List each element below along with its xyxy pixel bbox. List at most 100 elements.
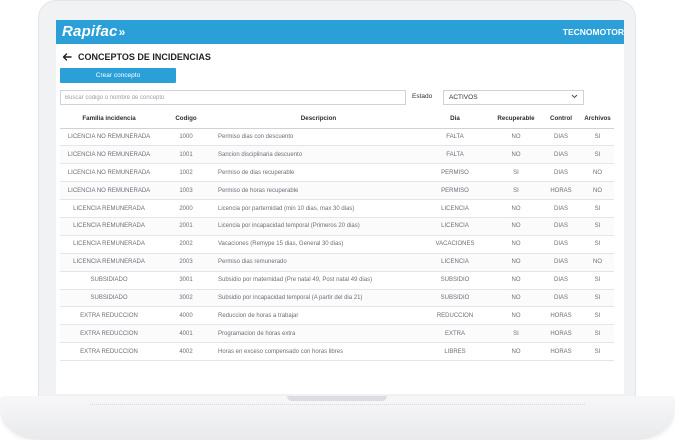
cell-control: DIAS [541,253,581,272]
page-title: CONCEPTOS DE INCIDENCIAS [78,52,211,62]
cell-archivos: NO [581,181,614,201]
table-row[interactable]: EXTRA REDUCCION 4000 Reduccion de horas a … [60,306,614,326]
cell-recuperable: SI [491,163,541,183]
cell-dia: SUBSIDIO [419,289,491,308]
table-row[interactable]: EXTRA REDUCCION 4001 Programacion de horas… [60,324,614,344]
col-header-archivos[interactable]: Archivos [581,110,614,129]
incidencias-table: Familia incidencia Codigo Descripcion Di… [60,110,614,362]
laptop-notch [287,396,387,401]
cell-descripcion: Licencia por parternidad (min 10 dias, m… [214,199,419,218]
cell-archivos: SI [581,128,614,147]
cell-control: DIAS [541,163,581,183]
cell-recuperable: NO [491,128,541,147]
cell-descripcion: Programacion de horas extra [214,324,419,344]
search-input[interactable] [60,90,406,105]
cell-familia: EXTRA REDUCCION [60,306,158,326]
cell-recuperable: NO [491,145,541,165]
cell-dia: FALTA [419,145,491,165]
brand-logo[interactable]: Rapifac» [62,23,125,41]
table-row[interactable]: LICENCIA NO REMUNERADA 1003 Permiso de hor… [60,181,614,201]
cell-codigo: 2001 [158,217,214,236]
cell-dia: EXTRA [419,324,491,344]
cell-archivos: NO [581,163,614,183]
cell-dia: VACACIONES [419,235,491,254]
cell-recuperable: NO [491,306,541,326]
cell-control: DIAS [541,235,581,254]
col-header-familia[interactable]: Familia incidencia [60,110,158,129]
laptop-keyboard [90,404,585,410]
cell-control: HORAS [541,306,581,326]
cell-familia: LICENCIA NO REMUNERADA [60,163,158,183]
cell-control: DIAS [541,145,581,165]
cell-familia: SUBSIDIADO [60,289,158,308]
cell-archivos: SI [581,289,614,308]
cell-control: HORAS [541,342,581,362]
col-header-codigo[interactable]: Codigo [158,110,214,129]
cell-codigo: 2000 [158,199,214,218]
table-row[interactable]: LICENCIA REMUNERADA 2001 Licencia por inca… [60,217,614,236]
cell-control: HORAS [541,181,581,201]
company-name[interactable]: TECNOMOTOR [562,27,624,37]
table-row[interactable]: LICENCIA NO REMUNERADA 1001 Sancion discip… [60,145,614,165]
cell-recuperable: NO [491,217,541,236]
col-header-control[interactable]: Control [541,110,581,129]
estado-value: ACTIVOS [449,94,478,101]
cell-dia: PERMISO [419,163,491,183]
cell-archivos: SI [581,271,614,290]
cell-familia: LICENCIA REMUNERADA [60,199,158,218]
table-row[interactable]: EXTRA REDUCCION 4002 Horas en exceso compe… [60,342,614,362]
cell-control: DIAS [541,271,581,290]
estado-select[interactable]: ACTIVOS [443,90,584,105]
col-header-recuperable[interactable]: Recuperable [491,110,541,129]
cell-descripcion: Permiso dias remunerado [214,253,419,272]
cell-recuperable: NO [491,199,541,218]
cell-archivos: SI [581,217,614,236]
cell-dia: REDUCCION [419,306,491,326]
cell-dia: LICENCIA [419,217,491,236]
table-header-row: Familia incidencia Codigo Descripcion Di… [60,110,614,129]
cell-codigo: 4002 [158,342,214,362]
cell-descripcion: Vacaciones (Remype 15 dias, General 30 d… [214,235,419,254]
cell-archivos: SI [581,306,614,326]
cell-codigo: 4001 [158,324,214,344]
cell-familia: EXTRA REDUCCION [60,342,158,362]
table-row[interactable]: SUBSIDIADO 3002 Subsidio por incapacidad t… [60,289,614,308]
cell-dia: SUBSIDIO [419,271,491,290]
page-header: CONCEPTOS DE INCIDENCIAS [56,47,624,67]
top-bar: Rapifac» TECNOMOTOR [56,20,624,44]
table-row[interactable]: LICENCIA NO REMUNERADA 1002 Permiso de dia… [60,163,614,183]
col-header-dia[interactable]: Dia [419,110,491,129]
cell-descripcion: Subsidio por incapacidad temporal (A par… [214,289,419,308]
table-row[interactable]: LICENCIA REMUNERADA 2002 Vacaciones (Remyp… [60,235,614,254]
cell-codigo: 1001 [158,145,214,165]
cell-familia: LICENCIA REMUNERADA [60,235,158,254]
cell-familia: LICENCIA REMUNERADA [60,253,158,272]
cell-familia: EXTRA REDUCCION [60,324,158,344]
table-row[interactable]: LICENCIA REMUNERADA 2003 Permiso dias remu… [60,253,614,272]
estado-label: Estado [412,93,433,100]
cell-codigo: 1000 [158,128,214,147]
col-header-descripcion[interactable]: Descripcion [214,110,419,129]
arrow-left-icon[interactable] [60,50,74,64]
cell-recuperable: NO [491,235,541,254]
cell-descripcion: Sancion disciplinaria descuento [214,145,419,165]
cell-control: DIAS [541,199,581,218]
cell-descripcion: Permiso dias con descuento [214,128,419,147]
cell-recuperable: NO [491,342,541,362]
cell-descripcion: Reduccion de horas a trabajar [214,306,419,326]
cell-recuperable: NO [491,253,541,272]
cell-control: DIAS [541,289,581,308]
cell-recuperable: NO [491,289,541,308]
cell-archivos: SI [581,145,614,165]
create-concept-button[interactable]: Crear concepto [60,68,176,83]
table-row[interactable]: LICENCIA NO REMUNERADA 1000 Permiso dias c… [60,128,614,147]
table-row[interactable]: SUBSIDIADO 3001 Subsidio por maternidad (P… [60,271,614,290]
cell-recuperable: SI [491,324,541,344]
cell-control: HORAS [541,324,581,344]
table-row[interactable]: LICENCIA REMUNERADA 2000 Licencia por part… [60,199,614,218]
cell-recuperable: NO [491,271,541,290]
cell-descripcion: Licencia por incapacidad temporal (Prime… [214,217,419,236]
chevron-down-icon [571,94,578,101]
cell-archivos: NO [581,253,614,272]
cell-dia: LICENCIA [419,253,491,272]
